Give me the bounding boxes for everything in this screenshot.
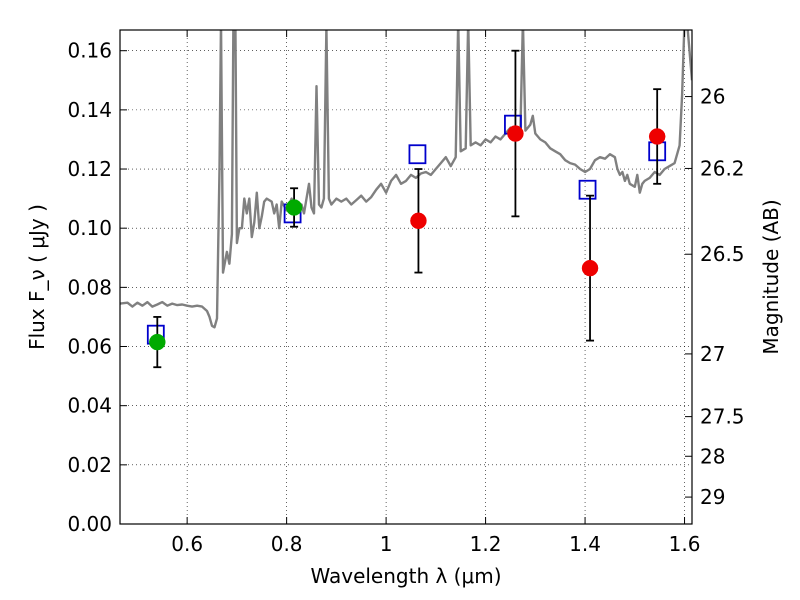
y-axis-label-right: Magnitude (AB) xyxy=(759,199,783,354)
x-tick-label: 1.2 xyxy=(470,532,502,556)
plot-frame xyxy=(119,29,693,525)
observed-red-point xyxy=(581,259,599,277)
y-tick-label: 0.16 xyxy=(67,39,112,63)
observed-red-point xyxy=(648,128,666,145)
mag-tick-label: 27 xyxy=(700,342,725,366)
y-tick-label: 0.12 xyxy=(67,157,112,181)
x-tick-label: 0.8 xyxy=(271,532,303,556)
observed-red-point xyxy=(507,125,524,142)
mag-tick-label: 28 xyxy=(700,444,725,468)
y-tick-label: 0.06 xyxy=(67,335,112,359)
y-tick-label: 0.02 xyxy=(67,453,112,477)
x-tick-label: 1.6 xyxy=(669,532,701,556)
y-tick-label: 0.00 xyxy=(67,512,112,536)
y-tick-label: 0.10 xyxy=(67,216,112,240)
spectrum-line xyxy=(120,30,692,329)
mag-tick-label: 26 xyxy=(700,85,725,109)
observed-green-point xyxy=(285,199,303,216)
y-axis-label-left: Flux F_ν ( μJy ) xyxy=(25,204,49,350)
x-tick-label: 1 xyxy=(380,532,393,556)
observed-green-point xyxy=(149,333,166,351)
plot-area xyxy=(120,30,692,369)
x-tick-label: 1.4 xyxy=(569,532,601,556)
x-axis-label: Wavelength λ (μm) xyxy=(310,564,501,588)
y-tick-label: 0.14 xyxy=(67,98,112,122)
mag-tick-label: 29 xyxy=(700,485,725,509)
mag-tick-label: 26.5 xyxy=(700,242,745,266)
model-photometry-square xyxy=(578,179,597,200)
axis-ticks: 0.6 0.8 1 1.2 1.4 1.6 0.00 0.02 0.04 0.06 0.08 0.10… xyxy=(67,30,745,556)
observed-red-point xyxy=(410,212,427,230)
mag-tick-label: 27.5 xyxy=(700,405,745,429)
y-tick-label: 0.04 xyxy=(67,394,112,418)
x-tick-label: 0.6 xyxy=(171,532,203,556)
y-tick-label: 0.08 xyxy=(67,275,112,299)
model-photometry-square xyxy=(408,144,427,165)
mag-tick-label: 26.2 xyxy=(700,156,745,180)
